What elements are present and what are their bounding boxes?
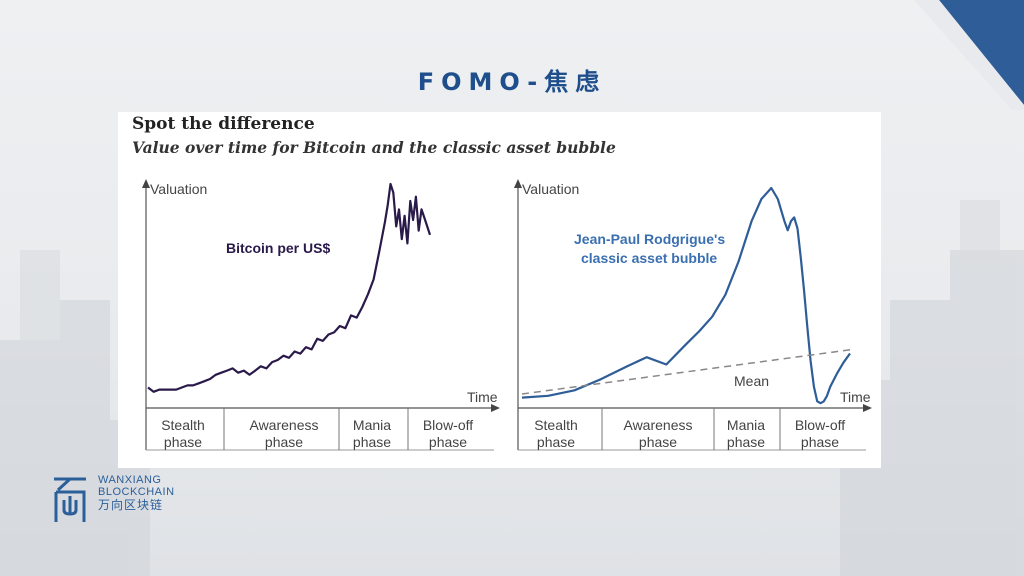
right-phase-stealth-word: phase [537,434,575,450]
right-phase-awareness-label: Awareness [623,417,692,433]
right-chart: Valuation Time Jean-Paul Rodgrigue's cla… [514,179,872,451]
left-phase-awareness-label: Awareness [249,417,318,433]
logo-line-chinese: 万向区块链 [98,498,164,512]
right-phase-mania-label: Mania [727,417,765,433]
right-y-label: Valuation [522,181,579,197]
wanxiang-logo-icon [54,477,86,522]
corner-decoration [914,0,1024,110]
right-phase-mania-word: phase [727,434,765,450]
wanxiang-logo: WANXIANG BLOCKCHAIN 万向区块链 [48,474,208,530]
logo-line-wanxiang: WANXIANG [98,474,162,486]
left-phase-mania-word: phase [353,434,391,450]
logo-line-blockchain: BLOCKCHAIN [98,486,175,498]
left-phase-awareness-word: phase [265,434,303,450]
left-series-line-0 [147,182,432,393]
left-series-label: Bitcoin per US$ [226,240,330,256]
charts-svg: Valuation Time Bitcoin per US$ Stealthph… [142,179,872,451]
left-phase-blowoff-label: Blow-off [423,417,473,433]
left-y-arrow-icon [142,179,150,188]
left-phase-stealth-label: Stealth [161,417,205,433]
slide-title: FOMO-焦虑 [417,68,607,96]
right-series-line-0 [521,186,851,405]
right-y-arrow-icon [514,179,522,188]
right-series-line-1 [521,349,851,395]
logo-text: WANXIANG BLOCKCHAIN 万向区块链 [98,474,175,513]
right-x-arrow-icon [863,404,872,412]
left-x-label: Time [467,389,498,405]
right-phase-stealth-label: Stealth [534,417,578,433]
left-x-arrow-icon [491,404,500,412]
right-x-label: Time [840,389,871,405]
mean-label: Mean [734,373,769,389]
right-series-label-line1: Jean-Paul Rodgrigue's [574,231,725,247]
right-phase-blowoff-label: Blow-off [795,417,845,433]
left-phase-stealth-word: phase [164,434,202,450]
left-phase-blowoff-word: phase [429,434,467,450]
left-phase-mania-label: Mania [353,417,391,433]
figure-subtitle: Value over time for Bitcoin and the clas… [132,138,616,157]
left-y-label: Valuation [150,181,207,197]
left-chart: Valuation Time Bitcoin per US$ Stealthph… [142,179,500,451]
figure-title: Spot the difference [132,114,315,134]
right-phase-awareness-word: phase [639,434,677,450]
figure-panel: Spot the difference Value over time for … [118,112,881,468]
right-phase-blowoff-word: phase [801,434,839,450]
right-series-label-line2: classic asset bubble [581,250,717,266]
